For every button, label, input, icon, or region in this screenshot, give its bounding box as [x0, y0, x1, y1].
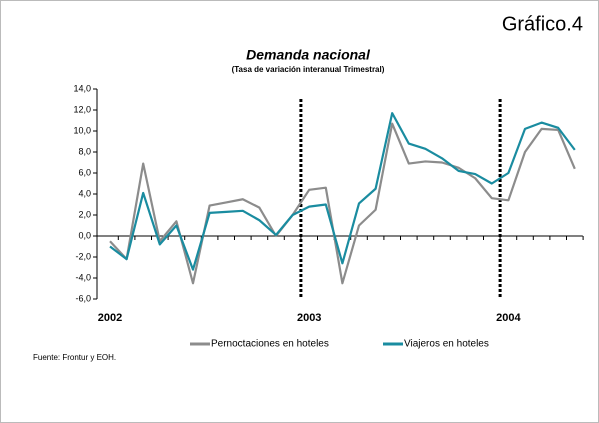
y-tick-label: 0,0 — [78, 230, 91, 240]
y-tick-label: -6,0 — [75, 293, 91, 303]
source: Fuente: Frontur y EOH. — [33, 353, 116, 362]
y-tick-label: 4,0 — [78, 188, 91, 198]
chart-title: Demanda nacional — [246, 47, 371, 63]
y-tick-label: -4,0 — [75, 272, 91, 282]
y-tick-label: 8,0 — [78, 146, 91, 156]
legend-label: Pernoctaciones en hoteles — [211, 339, 329, 350]
y-tick-label: 2,0 — [78, 209, 91, 219]
x-tick-label: 2002 — [98, 312, 122, 324]
y-tick-label: 10,0 — [73, 125, 91, 135]
y-tick-label: 6,0 — [78, 167, 91, 177]
legend-label: Viajeros en hoteles — [404, 339, 489, 350]
x-tick-label: 2003 — [297, 312, 321, 324]
series-line — [109, 122, 576, 285]
x-tick-label: 2004 — [496, 312, 521, 324]
figure-label: Gráfico.4 — [502, 13, 583, 35]
y-tick-label: 12,0 — [73, 104, 91, 114]
y-tick-label: 14,0 — [73, 83, 91, 93]
series-line — [109, 112, 576, 271]
y-tick-label: -2,0 — [75, 251, 91, 261]
chart-subtitle: (Tasa de variación interanual Trimestral… — [232, 65, 385, 74]
